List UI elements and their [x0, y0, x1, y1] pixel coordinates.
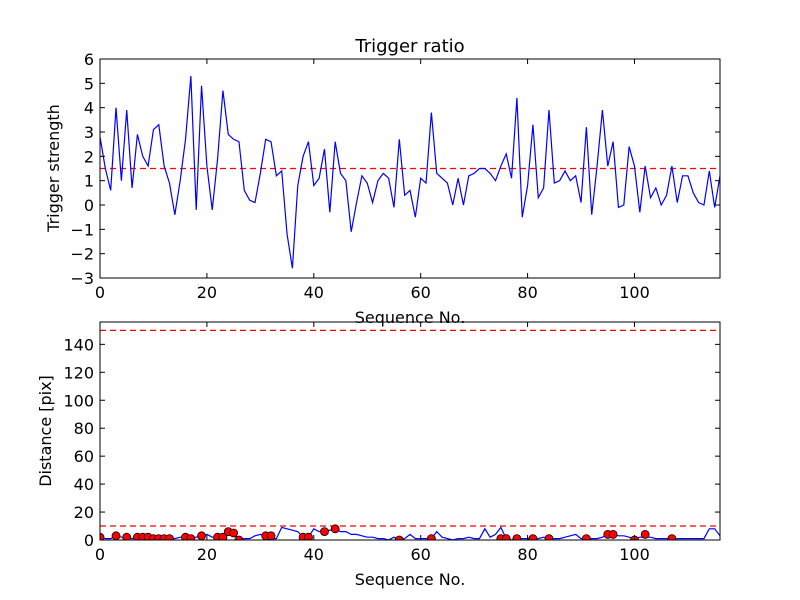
- y-tick-label: 3: [84, 123, 94, 142]
- series-line: [100, 75, 720, 269]
- x-tick-label: 20: [197, 545, 217, 564]
- x-tick-label: 60: [411, 545, 431, 564]
- data-marker: [426, 534, 436, 540]
- x-tick-label: 40: [304, 283, 324, 302]
- x-tick-label: 0: [95, 283, 105, 302]
- y-tick-label: 4: [84, 99, 94, 118]
- y-tick-label: 120: [63, 363, 94, 382]
- x-tick-label: 80: [517, 283, 537, 302]
- plot-contents: [100, 329, 720, 540]
- plot-frame: [99, 58, 721, 279]
- x-tick-label: 60: [411, 283, 431, 302]
- y-tick-label: 0: [84, 196, 94, 215]
- data-marker: [667, 534, 677, 540]
- y-tick-label: 1: [84, 172, 94, 191]
- data-marker: [165, 534, 174, 540]
- data-marker: [218, 532, 228, 540]
- data-marker: [266, 531, 276, 540]
- x-tick-label: 20: [197, 283, 217, 302]
- y-tick-label: 0: [84, 531, 94, 550]
- data-marker: [100, 532, 105, 540]
- chart-title: Trigger ratio: [354, 36, 464, 57]
- data-marker: [111, 531, 121, 540]
- data-marker: [544, 534, 554, 540]
- distance-chart: 0 20 40 60 80 100 0 20 40 60 80 100 120 140 Sequence…: [36, 321, 721, 589]
- y-tick-label: 20: [74, 503, 94, 522]
- y-tick-label: −2: [70, 245, 94, 264]
- y-tick-label: 60: [74, 447, 94, 466]
- data-marker: [640, 530, 650, 539]
- y-tick-label: 80: [74, 419, 94, 438]
- data-marker: [197, 531, 206, 540]
- data-marker: [394, 535, 404, 540]
- data-marker: [608, 530, 618, 539]
- y-tick-label: 2: [84, 147, 94, 166]
- data-marker: [512, 534, 522, 540]
- y-tick-label: 5: [84, 74, 94, 93]
- y-tick-label: 140: [63, 335, 94, 354]
- x-axis-ticks: 0 20 40 60 80 100: [95, 322, 650, 564]
- data-marker: [581, 534, 591, 540]
- x-tick-label: 100: [619, 283, 650, 302]
- data-marker: [320, 527, 329, 537]
- data-marker: [501, 534, 511, 540]
- data-marker: [304, 532, 313, 540]
- y-tick-label: 40: [74, 475, 94, 494]
- y-tick-label: −3: [70, 269, 94, 288]
- y-axis-label: Trigger strength: [44, 104, 63, 233]
- x-tick-label: 100: [619, 545, 650, 564]
- x-axis-label: Sequence No.: [355, 570, 466, 589]
- plot-area: [100, 329, 720, 540]
- plot-contents: [100, 75, 720, 269]
- data-marker: [122, 532, 132, 540]
- x-tick-label: 0: [95, 545, 105, 564]
- y-tick-label: −1: [70, 220, 94, 239]
- y-tick-label: 6: [84, 50, 94, 69]
- data-marker: [528, 534, 538, 540]
- y-tick-label: 100: [63, 391, 94, 410]
- y-axis-ticks: −3 −2 −1 0 1 2 3 4 5 6: [70, 50, 720, 288]
- x-tick-label: 80: [517, 545, 537, 564]
- x-axis-ticks: 0 20 40 60 80 100: [95, 59, 650, 302]
- y-axis-label: Distance [pix]: [36, 375, 55, 487]
- plot-area: [100, 75, 720, 269]
- x-tick-label: 40: [304, 545, 324, 564]
- data-marker: [234, 535, 244, 540]
- x-axis-label: Sequence No.: [355, 308, 466, 327]
- y-axis-ticks: 0 20 40 60 80 100 120 140: [63, 335, 720, 550]
- trigger-ratio-chart: Trigger ratio 0 20 40 60 80 100 −3 −2 −1 0 1 2 3 4 5 6…: [44, 36, 721, 327]
- plot-frame: [99, 321, 721, 541]
- data-marker: [229, 528, 239, 538]
- data-marker: [330, 524, 340, 534]
- data-marker: [186, 534, 196, 540]
